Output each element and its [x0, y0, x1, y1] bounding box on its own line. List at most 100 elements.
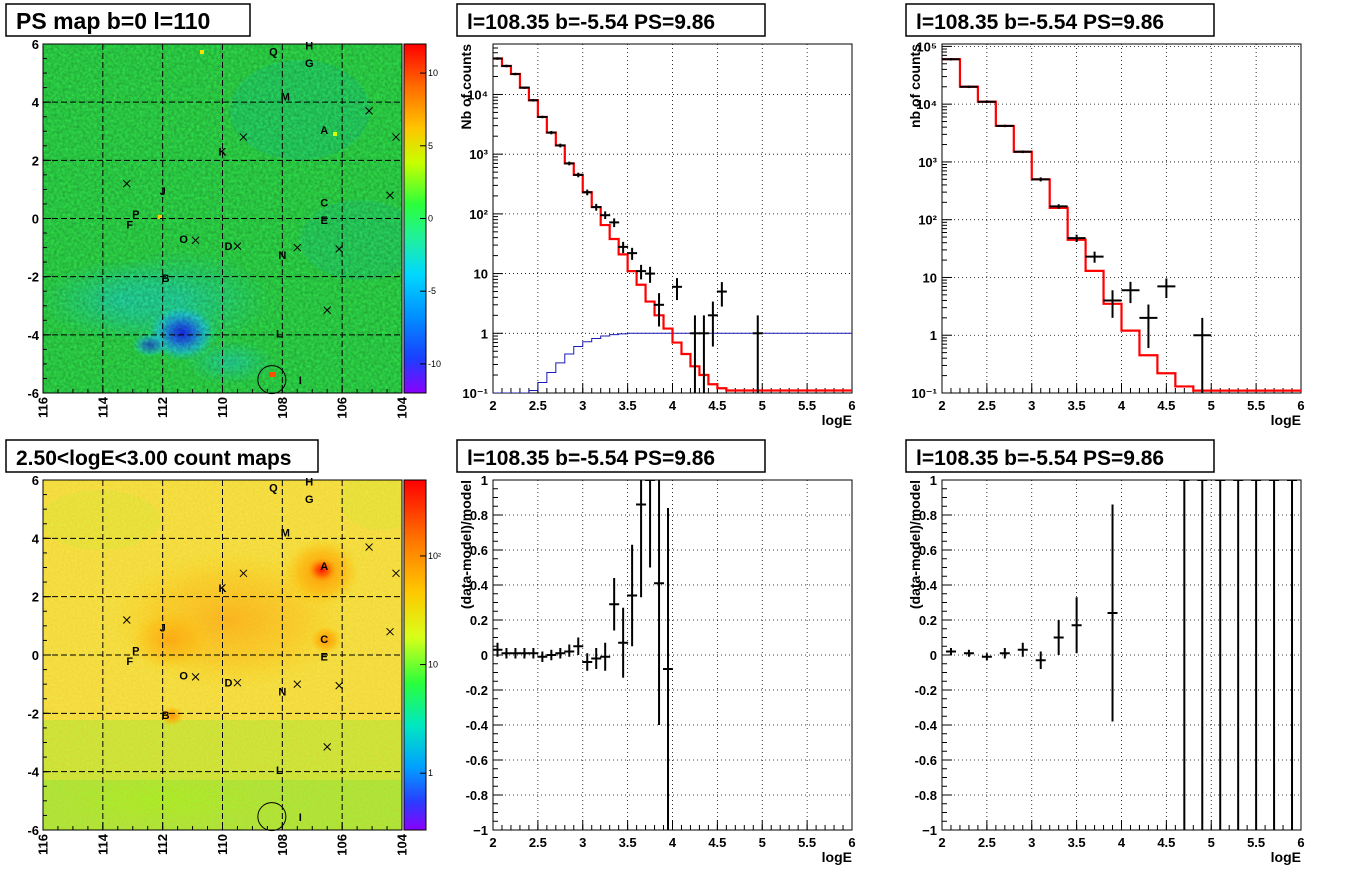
- y-tick-label: 4: [32, 531, 40, 546]
- source-label: N: [278, 686, 286, 698]
- x-tick-label: 3: [579, 835, 586, 850]
- source-label: G: [305, 58, 314, 70]
- y-tick-label: -0.6: [915, 753, 937, 768]
- x-tick-label: 3.5: [619, 835, 637, 850]
- source-label: L: [276, 328, 283, 340]
- y-tick-label: 0.6: [919, 543, 937, 558]
- source-cross-marker: [239, 569, 248, 578]
- candidate-circle: [257, 802, 287, 832]
- residual-2-title-box: [905, 439, 1215, 473]
- source-cross-marker: [392, 569, 400, 578]
- spectrum-panel-1: l=108.35 b=-5.54 PS=9.86 2 2.5 3 3.5 4 4.5 5 5.…: [456, 3, 856, 428]
- x-tick-label: 5: [759, 835, 766, 850]
- source-label: E: [321, 651, 328, 663]
- residual-2-plot: 2 2.5 3 3.5 4 4.5 5 5.5 6 1 0.8 0.6 0.4 0.2 0 -0.2 -0.4 -…: [907, 473, 1305, 865]
- source-label: F: [126, 656, 133, 668]
- source-label: O: [179, 670, 188, 682]
- x-tick-label: 116: [36, 397, 51, 418]
- y-tick-label: 0.4: [919, 578, 938, 593]
- x-tick-label: 112: [155, 834, 170, 855]
- count-map-sources: Q HG M A K J PF CE O D N B L I: [122, 476, 400, 832]
- ps-map-title: PS map b=0 l=110: [16, 8, 210, 34]
- source-label: J: [160, 622, 166, 634]
- count-map-title-box: [5, 439, 319, 473]
- y-tick-label: -6: [27, 386, 39, 401]
- y-tick-label: 10⁴: [916, 97, 937, 112]
- residual-panel-2: l=108.35 b=-5.54 PS=9.86 2 2.5 3 3.5 4 4.5 5 5.…: [905, 439, 1305, 865]
- source-cross-marker: [323, 306, 332, 314]
- y-tick-label: 10³: [469, 147, 488, 162]
- residual-2-title: l=108.35 b=-5.54 PS=9.86: [916, 447, 1164, 470]
- y-tick-label: -4: [27, 765, 39, 780]
- count-map-title: 2.50<logE<3.00 count maps: [16, 447, 291, 470]
- source-cross-marker: [392, 133, 400, 141]
- y-tick-label: 4: [32, 95, 40, 110]
- y-tick-label: −1: [473, 823, 488, 838]
- x-tick-label: 114: [95, 396, 110, 418]
- y-tick-label: 10⁻¹: [462, 386, 488, 401]
- x-tick-label: 4.5: [1157, 398, 1175, 413]
- y-axis-label: (data-model)/model: [907, 480, 923, 609]
- y-axis-label: (data-model)/model: [458, 480, 474, 609]
- source-label: O: [179, 234, 188, 246]
- y-tick-label: -0.2: [915, 683, 937, 698]
- source-cross-marker: [335, 681, 344, 690]
- residual-1-title: l=108.35 b=-5.54 PS=9.86: [467, 447, 715, 470]
- x-tick-label: 106: [335, 397, 350, 419]
- source-label: D: [225, 241, 233, 253]
- plot-content: [493, 57, 852, 393]
- y-tick-label: 0.8: [919, 508, 937, 523]
- spectrum-2-plot: 2 2.5 3 3.5 4 4.5 5 5.5 6 10⁻¹ 1 10 10² 10³ 10⁴ 10⁵ logE…: [907, 39, 1305, 428]
- source-label: A: [320, 561, 328, 573]
- ps-map-grid: [43, 44, 402, 393]
- y-axis-label: Nb of counts: [458, 44, 474, 130]
- spectrum-2-title: l=108.35 b=-5.54 PS=9.86: [916, 11, 1164, 34]
- source-cross-marker: [233, 678, 242, 687]
- source-label: H: [305, 40, 313, 52]
- x-tick-label: 5.5: [1247, 835, 1265, 850]
- y-tick-label: 2: [32, 153, 39, 168]
- plot-frame: [941, 43, 1302, 394]
- source-cross-marker: [365, 107, 373, 115]
- x-tick-label: 3.5: [1068, 398, 1086, 413]
- y-tick-label: 0: [32, 648, 39, 663]
- ps-map-axes: 116 114 112 110 108 106 104 -6 -4 -2 0 2 4 6: [27, 37, 409, 419]
- source-cross-marker: [335, 245, 344, 253]
- x-tick-label: 6: [1297, 835, 1304, 850]
- y-tick-label: -0.8: [466, 788, 488, 803]
- x-tick-label: 104: [395, 833, 410, 855]
- y-tick-label: -2: [27, 706, 39, 721]
- x-tick-label: 5.5: [798, 835, 816, 850]
- colorbar-tick-label: 10: [428, 68, 438, 78]
- source-label: H: [305, 476, 313, 488]
- y-tick-label: 10²: [918, 213, 937, 228]
- source-label: Q: [269, 46, 278, 58]
- y-tick-label: 6: [32, 473, 39, 488]
- x-tick-label: 110: [215, 397, 230, 418]
- y-tick-label: 10: [474, 267, 488, 282]
- y-tick-label: 0.6: [470, 543, 488, 558]
- y-tick-label: 1: [481, 326, 488, 341]
- colorbar-tick-label: 0: [428, 214, 433, 224]
- count-map-grid: [43, 480, 402, 830]
- ps-map-colorbar-ticks: 10 5 0 -5 -10: [420, 68, 441, 369]
- y-tick-label: 0.2: [919, 613, 937, 628]
- ps-map-panel: PS map b=0 l=110 116 114 112 110 108 106 104-6…: [5, 3, 441, 419]
- source-cross-marker: [365, 543, 373, 551]
- x-tick-label: 5.5: [1247, 398, 1265, 413]
- y-tick-label: 6: [32, 37, 39, 52]
- x-tick-label: 4: [669, 398, 677, 413]
- x-axis-label: logE: [822, 849, 852, 865]
- y-tick-label: 10⁻¹: [911, 386, 937, 401]
- source-cross-marker: [386, 627, 394, 636]
- source-label: N: [278, 250, 286, 262]
- x-tick-label: 5.5: [798, 398, 816, 413]
- source-cross-marker: [323, 743, 332, 751]
- source-label: Q: [269, 482, 278, 494]
- y-tick-label: -0.8: [915, 788, 937, 803]
- source-cross-marker: [122, 616, 131, 624]
- ps-map-sources: Q HG M A K J PF CE O D N B L I: [122, 40, 400, 395]
- x-tick-label: 108: [275, 397, 290, 419]
- source-label: C: [320, 634, 328, 646]
- y-tick-label: 0.8: [470, 508, 488, 523]
